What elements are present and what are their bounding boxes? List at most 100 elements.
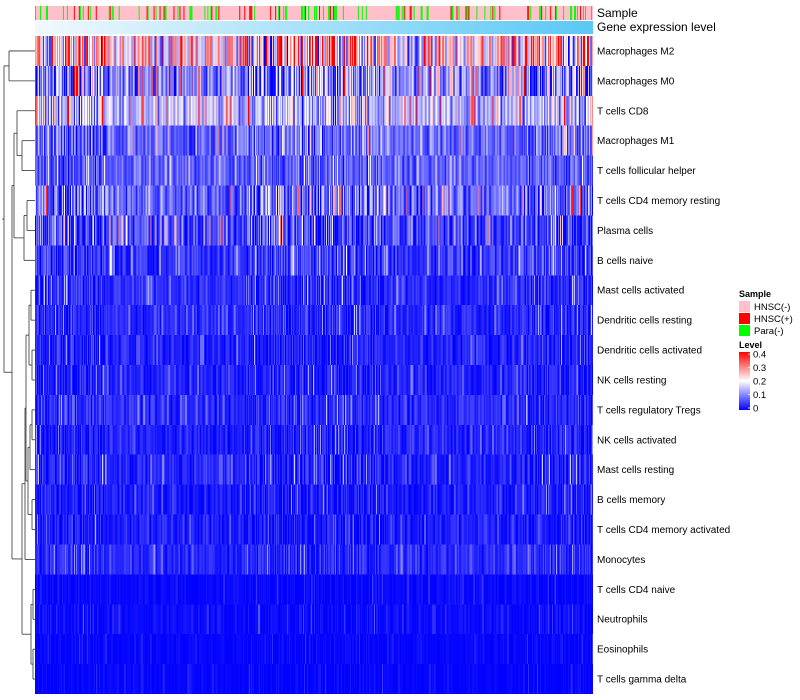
sample-bar-cell (328, 6, 330, 20)
sample-bar-cell (183, 6, 185, 20)
legend-level-title: Level (739, 340, 762, 350)
sample-annotation-label: Sample (597, 6, 638, 20)
sample-bar-cell (82, 6, 84, 20)
row-label: Eosinophils (597, 645, 648, 656)
row-label: Macrophages M0 (597, 76, 675, 87)
sample-bar-cell (301, 6, 303, 20)
sample-bar-cell (308, 6, 310, 20)
sample-bar-cell (413, 6, 415, 20)
sample-bar-cell (327, 6, 329, 20)
sample-bar-cell (87, 6, 89, 20)
legend-level-tick-label: 0.2 (753, 377, 766, 388)
sample-bar-cell (342, 6, 344, 20)
sample-bar-cell (45, 6, 47, 20)
sample-bar-cell (527, 6, 529, 20)
gene-expression-annotation-bar (35, 21, 593, 34)
sample-bar-cell (39, 6, 41, 20)
sample-bar-cell (189, 6, 191, 20)
row-label: Dendritic cells resting (597, 316, 692, 327)
sample-bar-cell (409, 6, 411, 20)
legend-sample-swatch (739, 301, 750, 312)
legend-level-colorbar (739, 352, 750, 410)
sample-bar-cell (410, 6, 412, 20)
sample-bar-cell (395, 6, 397, 20)
sample-bar-cell (456, 6, 458, 20)
sample-bar-cell (275, 6, 277, 20)
row-label: Mast cells resting (597, 465, 674, 476)
sample-bar-cell (452, 6, 454, 20)
sample-bar-cell (109, 6, 111, 20)
sample-bar-cell (190, 6, 192, 20)
legend-level-scale: 0.4 0.3 0.2 0.1 0 (739, 350, 766, 415)
sample-bar-cell (571, 6, 573, 20)
sample-bar-cell (398, 6, 400, 20)
sample-bar-cell (365, 6, 367, 20)
legend-level-tick-label: 0.1 (753, 390, 766, 401)
sample-bar-cell (204, 6, 206, 20)
sample-bar-cell (244, 6, 246, 20)
sample-bar-cell (89, 6, 91, 20)
sample-bar-cell (95, 6, 97, 20)
row-label: NK cells resting (597, 375, 666, 386)
sample-bar-cell (357, 6, 359, 20)
row-label: Macrophages M1 (597, 136, 675, 147)
sample-bar-cell (403, 6, 405, 20)
sample-bar-cell (322, 6, 324, 20)
heatmap-body (35, 36, 593, 694)
row-label: Neutrophils (597, 615, 648, 626)
sample-bar-cell (570, 6, 572, 20)
legend-sample-label: HNSC(+) (754, 314, 793, 325)
sample-bar-cell (334, 6, 336, 20)
gene-annotation-label: Gene expression level (597, 20, 716, 34)
legend-sample-title: Sample (739, 289, 771, 299)
sample-bar-cell (216, 6, 218, 20)
legend-level-tick-label: 0.3 (753, 363, 766, 374)
sample-bar-cell (254, 6, 256, 20)
legend-level-tick-label: 0.4 (753, 350, 766, 361)
row-labels: Macrophages M2 Macrophages M0 T cells CD8 M… (597, 46, 730, 685)
sample-bar-cell (315, 6, 317, 20)
sample-bar-cell (283, 6, 285, 20)
row-label: B cells naive (597, 256, 654, 267)
sample-bar-cell (574, 6, 576, 20)
sample-bar-cell (484, 6, 486, 20)
row-label: B cells memory (597, 495, 665, 506)
sample-bar-cell (426, 6, 428, 20)
sample-bar-cell (541, 6, 543, 20)
sample-bar-cell (108, 6, 110, 20)
row-label: T cells gamma delta (597, 675, 687, 686)
sample-bar-cell (420, 6, 422, 20)
sample-bar-cell (545, 6, 547, 20)
legend-sample-label: HNSC(-) (754, 302, 790, 313)
gene-expression-bar (35, 21, 593, 34)
sample-bar-cell (302, 6, 304, 20)
sample-bar-cell (215, 6, 217, 20)
sample-bar-cell (79, 6, 81, 20)
sample-bar-cell (421, 6, 423, 20)
sample-bar-cell (540, 6, 542, 20)
sample-bar-cell (147, 6, 149, 20)
sample-bar-cell (62, 6, 64, 20)
sample-bar-cell (583, 6, 585, 20)
row-label: T cells CD4 memory activated (597, 525, 730, 536)
sample-bar-cell (530, 6, 532, 20)
sample-bar-cell (396, 6, 398, 20)
sample-bar-cell (251, 6, 253, 20)
row-label: T cells regulatory Tregs (597, 405, 701, 416)
sample-bar-cell (304, 6, 306, 20)
sample-bar-cell (35, 6, 36, 20)
sample-bar-cell (314, 6, 315, 20)
sample-bar-cell (249, 6, 251, 20)
row-label: Mast cells activated (597, 286, 684, 297)
sample-bar-cell (179, 6, 181, 20)
sample-bar-cell (468, 6, 470, 20)
sample-bar-cell (401, 6, 403, 20)
sample-bar-cell (305, 6, 307, 20)
sample-bar-cell (577, 6, 579, 20)
sample-bar-cell (285, 6, 287, 20)
sample-bar-cell (318, 6, 320, 20)
sample-bar-cell (492, 6, 494, 20)
row-label: Dendritic cells activated (597, 346, 702, 357)
sample-bar-cell (173, 6, 175, 20)
sample-bar-cell (397, 6, 399, 20)
